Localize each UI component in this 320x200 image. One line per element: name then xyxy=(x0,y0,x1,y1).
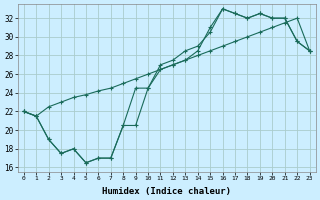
X-axis label: Humidex (Indice chaleur): Humidex (Indice chaleur) xyxy=(102,187,231,196)
